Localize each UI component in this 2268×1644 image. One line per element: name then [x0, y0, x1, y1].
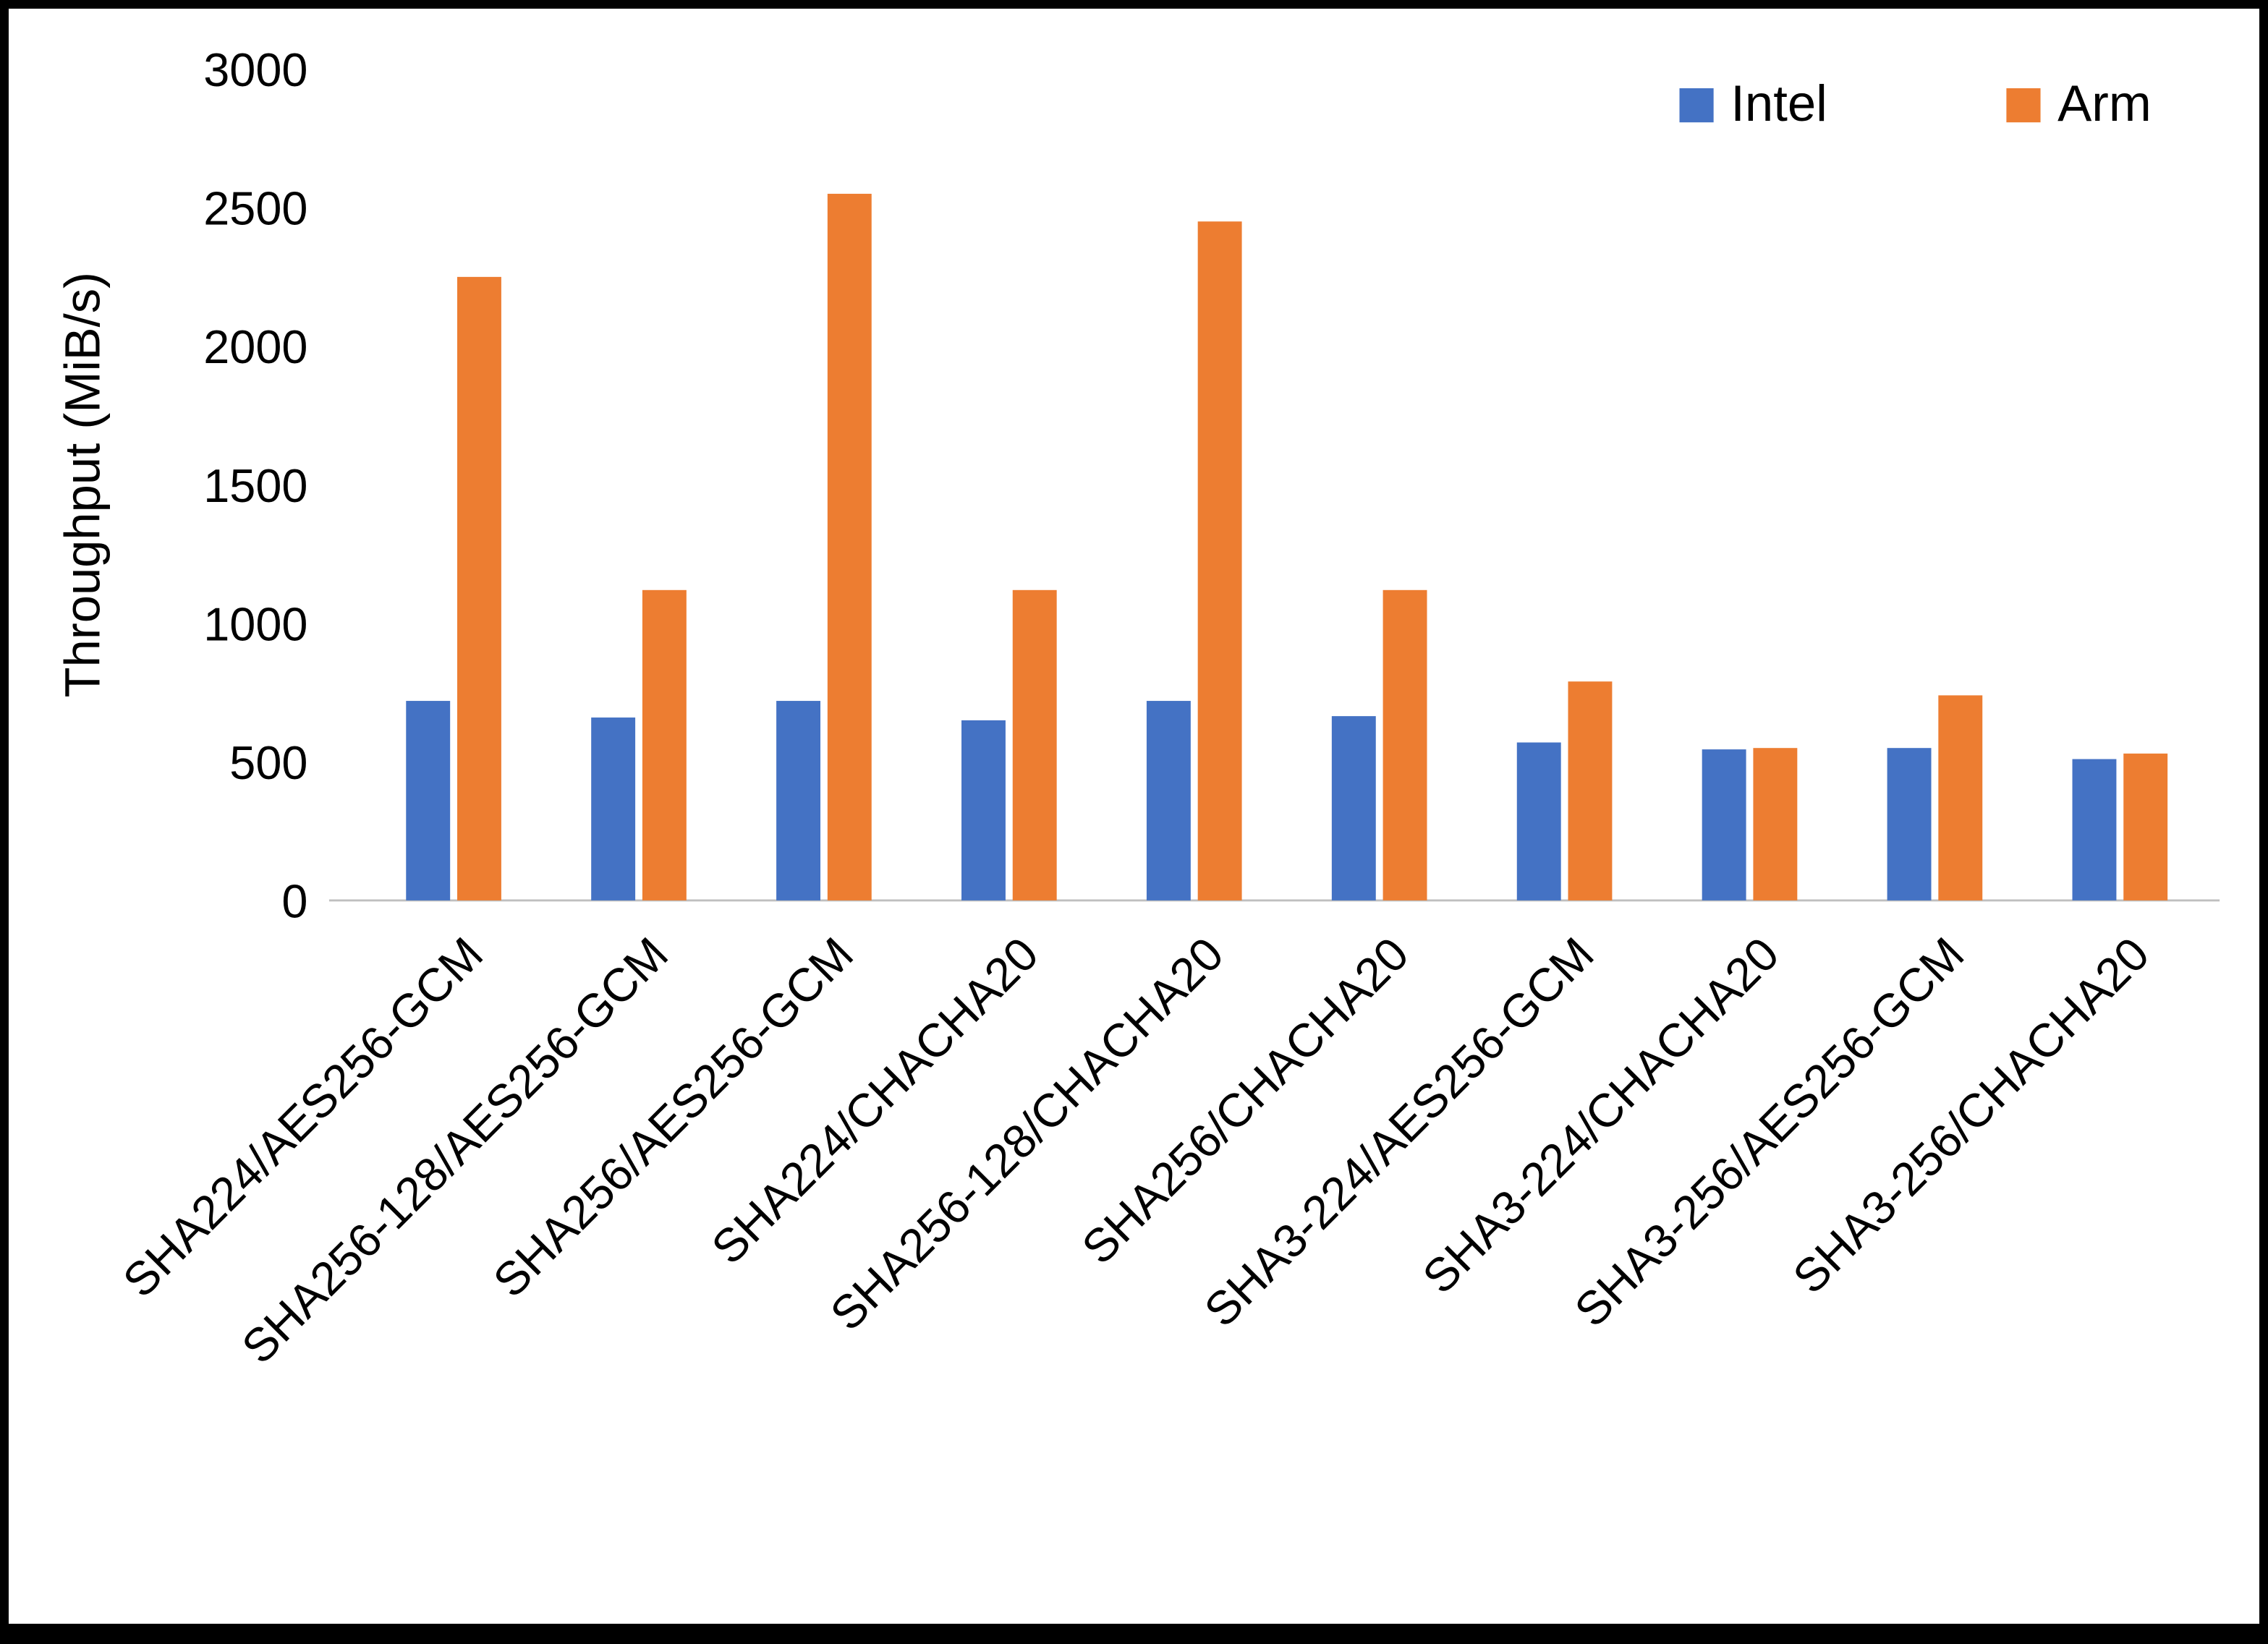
bar-intel-9	[2072, 759, 2117, 900]
y-axis-title: Throughput (MiB/s)	[55, 272, 111, 697]
x-category-label: SHA224/AES256-GCM	[113, 927, 493, 1308]
x-category-label: SHA256/CHACHA20	[1071, 927, 1419, 1274]
y-tick-label: 500	[229, 736, 307, 789]
x-category-label: SHA3-256/AES256-GCM	[1564, 927, 1974, 1337]
bar-intel-2	[776, 701, 821, 900]
bar-intel-3	[961, 720, 1006, 900]
x-category-label: SHA256/AES256-GCM	[483, 927, 864, 1308]
y-tick-label: 3000	[203, 43, 307, 96]
x-category-label: SHA224/CHACHA20	[701, 927, 1048, 1274]
x-category-label: SHA3-224/CHACHA20	[1412, 927, 1788, 1303]
bar-arm-3	[1012, 589, 1057, 900]
legend-label-arm: Arm	[2057, 74, 2152, 132]
x-category-label: SHA256-128/CHACHA20	[820, 927, 1233, 1340]
bar-arm-4	[1197, 221, 1242, 900]
y-tick-label: 2500	[203, 182, 307, 235]
bar-arm-2	[827, 193, 872, 900]
bar-intel-4	[1146, 701, 1191, 900]
bar-chart: Throughput (MiB/s) 0 500 1000 1500 2000 2500 3…	[55, 43, 2220, 1373]
bar-intel-6	[1516, 742, 1561, 900]
y-tick-label: 1000	[203, 597, 307, 650]
bar-intel-1	[591, 717, 636, 900]
legend-swatch-intel	[1679, 88, 1714, 123]
bar-arm-1	[642, 589, 687, 900]
bar-arm-0	[457, 276, 501, 900]
bar-arm-6	[1568, 681, 1613, 900]
y-tick-label: 0	[281, 874, 307, 927]
legend-label-intel: Intel	[1730, 74, 1827, 132]
y-tick-label: 2000	[203, 320, 307, 373]
bar-intel-7	[1702, 749, 1746, 900]
bar-intel-8	[1887, 748, 1932, 900]
bar-intel-5	[1331, 716, 1376, 900]
legend-swatch-arm	[2006, 88, 2041, 123]
x-category-label: SHA3-224/AES256-GCM	[1194, 927, 1603, 1337]
x-category-label: SHA3-256/CHACHA20	[1783, 927, 2159, 1303]
bar-arm-7	[1753, 748, 1798, 900]
bar-arm-9	[2123, 753, 2168, 900]
bar-arm-8	[1938, 695, 1983, 900]
bar-intel-0	[406, 701, 451, 900]
bar-arm-5	[1383, 589, 1427, 900]
y-tick-label: 1500	[203, 459, 307, 512]
